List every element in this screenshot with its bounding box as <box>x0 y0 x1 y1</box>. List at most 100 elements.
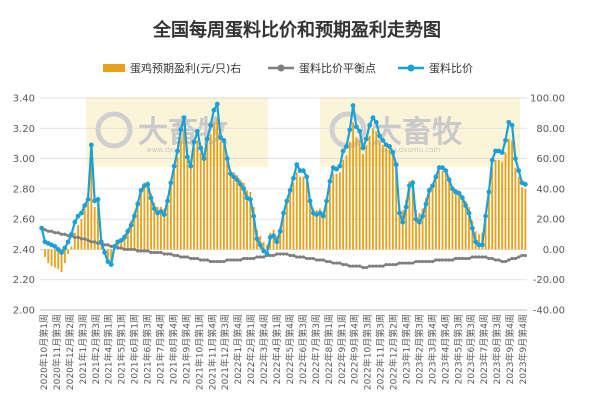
ratio-point <box>450 186 455 192</box>
balance-point <box>301 255 305 259</box>
profit-bar <box>87 202 89 250</box>
balance-point <box>93 240 97 244</box>
y-right-tick-label: 80.00 <box>536 124 565 135</box>
balance-point <box>295 255 299 259</box>
ratio-point <box>360 145 366 151</box>
x-tick-label: 2023年3月第4周 <box>426 314 438 384</box>
balance-point <box>116 246 120 250</box>
ratio-point <box>52 244 58 249</box>
ratio-point <box>367 122 373 128</box>
profit-bar <box>322 211 325 250</box>
profit-bar <box>295 172 298 250</box>
balance-point <box>119 246 123 250</box>
profit-bar <box>338 172 341 250</box>
profit-bar <box>63 249 66 264</box>
x-tick-label: 2022年1月第4周 <box>232 314 244 384</box>
ratio-point <box>257 242 263 248</box>
profit-bar <box>236 175 239 250</box>
balance-point <box>371 264 375 268</box>
ratio-point <box>59 250 64 255</box>
profit-bar <box>83 208 86 250</box>
profit-bar <box>342 160 345 250</box>
y-left-tick-label: 2.40 <box>13 245 35 256</box>
profit-bar <box>140 188 142 250</box>
x-tick-label: 2020年10月第1周 <box>38 314 50 390</box>
profit-bar <box>461 194 464 250</box>
profit-bar <box>97 199 99 250</box>
profit-bar <box>375 131 378 250</box>
balance-point <box>129 247 133 252</box>
ratio-point <box>317 210 323 216</box>
balance-point <box>106 243 110 247</box>
balance-point <box>285 252 289 256</box>
y-axis-left: 3.40 3.20 3.00 2.80 2.60 2.40 2.20 2.00 <box>13 94 35 317</box>
profit-bar <box>345 155 348 250</box>
ratio-point <box>241 186 247 192</box>
profit-bar <box>398 204 401 250</box>
ratio-point <box>420 213 426 219</box>
profit-bar <box>242 182 245 250</box>
balance-point <box>391 262 395 267</box>
ratio-point <box>277 228 283 234</box>
ratio-point <box>118 237 124 243</box>
ratio-point <box>446 177 452 183</box>
ratio-point <box>320 213 326 219</box>
ratio-point <box>171 163 177 169</box>
balance-point <box>324 259 329 264</box>
balance-point <box>218 259 223 264</box>
x-tick-label: 2022年9月第4周 <box>349 314 361 384</box>
ratio-point <box>132 213 137 219</box>
x-tick-label: 2021年12月第3周 <box>219 314 231 390</box>
profit-bar <box>458 190 460 250</box>
balance-point <box>305 256 309 261</box>
ratio-point <box>513 156 518 161</box>
profit-bar <box>365 144 368 250</box>
profit-bar <box>355 137 358 250</box>
ratio-point <box>224 156 230 161</box>
profit-bar <box>206 144 209 250</box>
x-tick-label: 2021年4月第1周 <box>103 314 115 384</box>
ratio-point <box>158 209 164 214</box>
profit-bar <box>319 208 321 250</box>
ratio-point <box>88 142 94 148</box>
profit-bar <box>133 211 136 250</box>
balance-point <box>122 247 127 252</box>
ratio-point <box>459 195 465 201</box>
ratio-point <box>75 213 81 219</box>
y-right-tick-label: 60.00 <box>536 154 565 165</box>
ratio-point <box>291 175 296 181</box>
ratio-point <box>347 127 353 133</box>
y-right-tick-label: -20.00 <box>533 275 565 286</box>
balance-point <box>517 255 521 259</box>
x-tick-label: 2021年2月第3周 <box>90 314 102 384</box>
balance-point <box>440 258 445 262</box>
balance-point <box>404 261 408 265</box>
ratio-point <box>122 234 127 240</box>
ratio-point <box>238 181 243 187</box>
x-tick-label: 2022年4月第1周 <box>271 314 283 384</box>
profit-bar <box>315 210 318 250</box>
profit-bar <box>169 181 172 250</box>
balance-point <box>487 256 491 261</box>
balance-point <box>387 262 392 267</box>
ratio-point <box>128 222 134 228</box>
balance-point <box>510 256 514 261</box>
balance-point <box>126 247 130 252</box>
x-tick-label: 2022年7月第3周 <box>310 314 322 384</box>
x-tick-label: 2023年6月第3周 <box>465 314 477 384</box>
balance-point <box>315 258 319 262</box>
balance-point <box>520 253 524 258</box>
profit-bar <box>226 157 229 250</box>
ratio-point <box>413 216 419 222</box>
profit-bar <box>451 187 454 250</box>
balance-point <box>334 261 339 265</box>
balance-point <box>351 264 355 268</box>
x-tick-label: 2021年6月第3周 <box>142 314 154 384</box>
balance-point <box>146 249 150 253</box>
balance-point <box>59 232 64 236</box>
balance-point <box>318 258 322 262</box>
ratio-point <box>148 195 154 201</box>
ratio-point <box>456 191 462 196</box>
balance-point <box>291 253 296 258</box>
ratio-point <box>486 189 492 195</box>
